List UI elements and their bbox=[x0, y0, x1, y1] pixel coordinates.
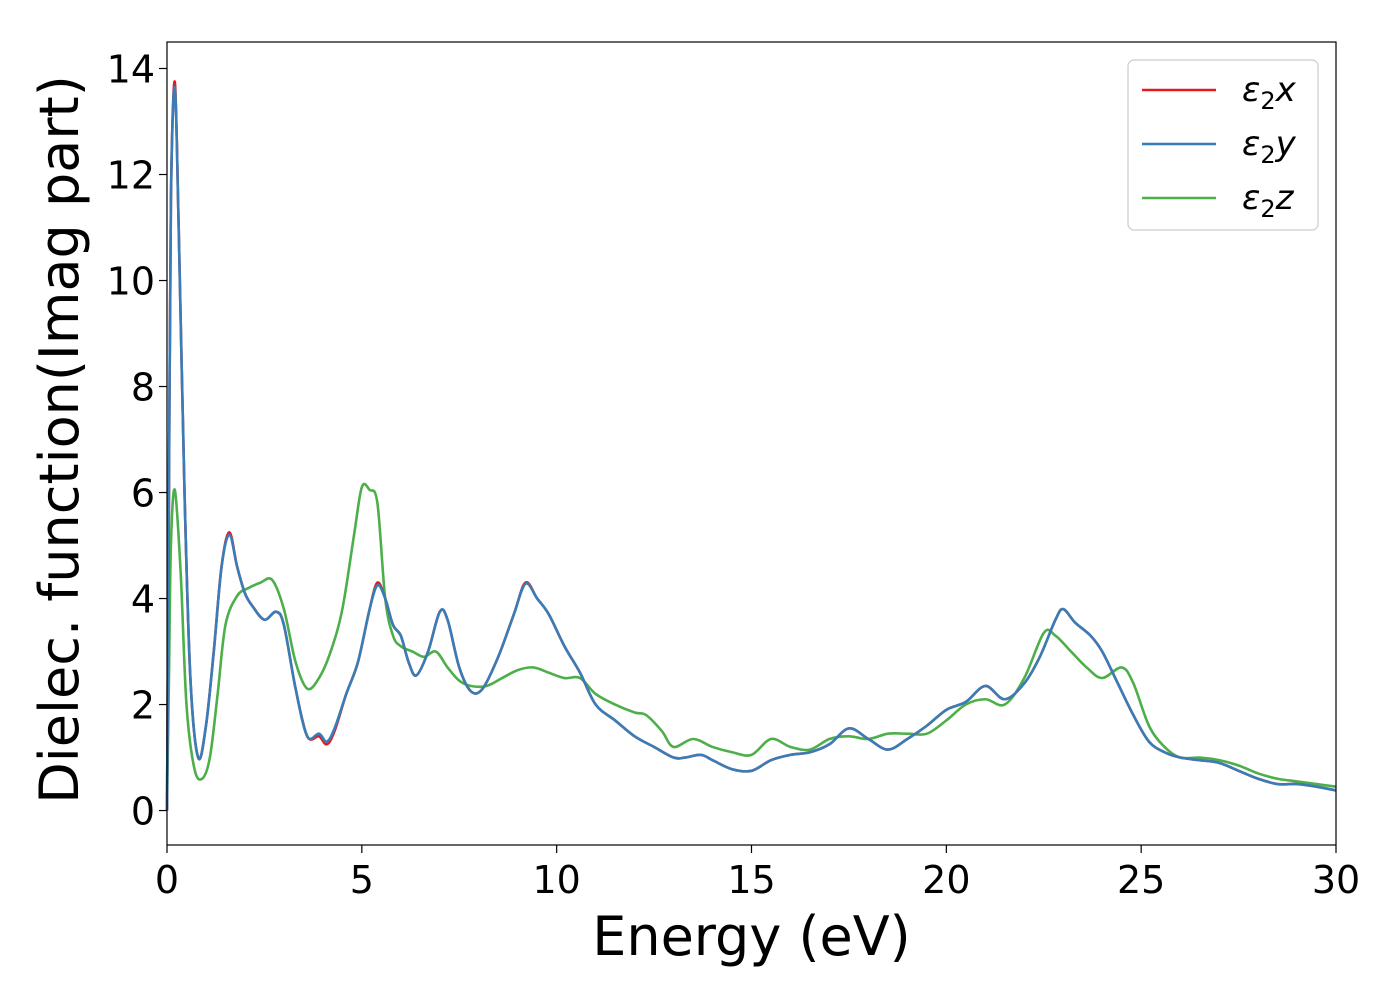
y-tick-label: 14 bbox=[107, 48, 155, 92]
series-line-z bbox=[165, 482, 1337, 811]
x-tick-label: 20 bbox=[922, 858, 970, 902]
legend-label-z: ε2z bbox=[1242, 178, 1295, 223]
x-tick-label: 25 bbox=[1117, 858, 1165, 902]
x-axis: 0 5 10 15 20 25 30 bbox=[155, 845, 1360, 902]
x-tick-label: 15 bbox=[727, 858, 775, 902]
legend-label-y: ε2y bbox=[1242, 124, 1297, 169]
legend-box bbox=[1127, 59, 1319, 231]
legend-label-x: ε2x bbox=[1242, 70, 1297, 115]
y-tick-label: 0 bbox=[131, 790, 155, 834]
x-axis-title: Energy (eV) bbox=[592, 905, 911, 968]
x-tick-label: 0 bbox=[155, 858, 179, 902]
series-line-y bbox=[165, 85, 1337, 811]
y-tick-label: 8 bbox=[131, 366, 155, 410]
y-tick-label: 4 bbox=[131, 578, 155, 622]
y-tick-label: 2 bbox=[131, 684, 155, 728]
series-layer bbox=[165, 80, 1337, 811]
y-axis-title: Dielec. function(Imag part) bbox=[28, 75, 91, 804]
y-axis: 0 2 4 6 8 10 12 14 bbox=[107, 48, 167, 834]
x-tick-label: 5 bbox=[350, 858, 374, 902]
x-tick-label: 30 bbox=[1312, 858, 1360, 902]
legend: ε2x ε2y ε2z bbox=[1127, 59, 1319, 231]
y-tick-label: 6 bbox=[131, 472, 155, 516]
y-tick-label: 12 bbox=[107, 154, 155, 198]
y-tick-label: 10 bbox=[107, 260, 155, 304]
x-tick-label: 10 bbox=[532, 858, 580, 902]
